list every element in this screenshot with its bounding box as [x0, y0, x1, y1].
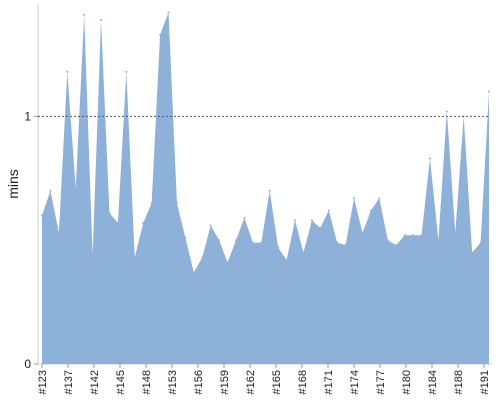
data-point	[142, 221, 145, 224]
x-tick-label: #184	[427, 370, 439, 394]
data-point	[294, 219, 297, 222]
data-point	[285, 259, 288, 262]
data-point	[167, 11, 170, 14]
data-point	[226, 261, 229, 264]
x-tick-label: #171	[323, 370, 335, 394]
data-point	[260, 241, 263, 244]
data-point	[336, 241, 339, 244]
data-point	[268, 189, 271, 192]
data-point	[428, 157, 431, 160]
data-point	[353, 197, 356, 200]
x-tick-label: #168	[297, 370, 309, 394]
data-point	[344, 244, 347, 247]
data-point	[395, 244, 398, 247]
data-point	[57, 231, 60, 234]
x-tick-label: #137	[63, 370, 75, 394]
data-point	[251, 241, 254, 244]
x-tick-label: #153	[167, 370, 179, 394]
x-tick-label: #191	[479, 370, 491, 394]
data-point	[454, 231, 457, 234]
data-point	[319, 226, 322, 229]
data-point	[302, 251, 305, 254]
x-tick-label: #180	[401, 370, 413, 394]
data-point	[412, 234, 415, 237]
x-tick-label: #123	[37, 370, 49, 394]
series-area	[42, 12, 489, 365]
x-tick-label: #145	[115, 370, 127, 394]
x-tick-label: #165	[271, 370, 283, 394]
data-point	[133, 256, 136, 259]
data-point	[310, 219, 313, 222]
data-point	[41, 214, 43, 217]
data-point	[386, 239, 389, 242]
data-point	[378, 197, 381, 200]
data-point	[488, 90, 490, 93]
x-tick-label: #174	[349, 370, 361, 394]
x-tick-label: #162	[245, 370, 257, 394]
data-point	[327, 209, 330, 212]
y-axis-label: mins	[5, 169, 21, 199]
data-point	[437, 239, 440, 242]
data-point	[116, 221, 119, 224]
data-point	[74, 187, 77, 190]
data-point	[471, 251, 474, 254]
data-point	[243, 216, 246, 219]
x-tick-label: #148	[141, 370, 153, 394]
data-point	[49, 189, 52, 192]
data-point	[125, 70, 128, 73]
x-tick-label: #156	[193, 370, 205, 394]
data-point	[420, 234, 423, 237]
data-point	[175, 202, 178, 205]
data-point	[201, 256, 204, 259]
x-tick-label: #159	[219, 370, 231, 394]
data-point	[83, 13, 86, 16]
data-point	[100, 18, 103, 21]
y-tick-label: 1	[24, 109, 31, 123]
plot-area	[38, 11, 490, 365]
data-point	[403, 234, 406, 237]
data-point	[218, 239, 221, 242]
data-point	[184, 236, 187, 239]
x-tick-label: #188	[453, 370, 465, 394]
data-point	[369, 209, 372, 212]
data-point	[361, 231, 364, 234]
data-point	[277, 246, 280, 249]
data-point	[66, 70, 69, 73]
y-axis-ticks: 01	[24, 109, 38, 371]
data-point	[234, 239, 237, 242]
y-tick-label: 0	[24, 357, 31, 371]
data-point	[209, 224, 212, 227]
data-point	[159, 33, 162, 36]
data-point	[91, 254, 94, 257]
data-point	[445, 110, 448, 113]
data-point	[150, 202, 153, 205]
data-point	[479, 241, 482, 244]
data-point	[192, 271, 195, 274]
x-axis-ticks: #123 #137 #142 #145 #148 #153 #156 #159 #162 #165…	[37, 364, 491, 394]
x-tick-label: #142	[89, 370, 101, 394]
data-point	[108, 211, 111, 214]
x-tick-label: #177	[375, 370, 387, 394]
